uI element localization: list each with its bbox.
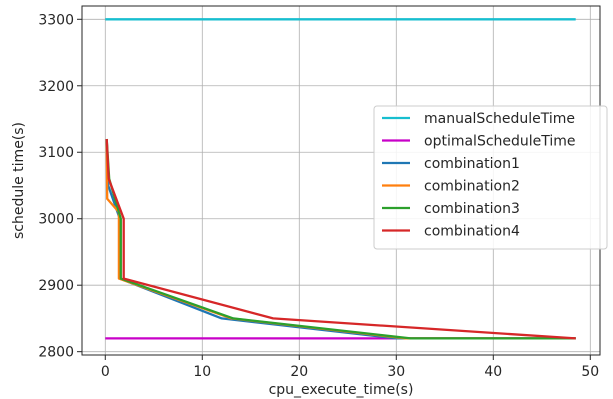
- y-tick-label: 2800: [38, 345, 74, 361]
- x-tick-label: 10: [193, 364, 211, 380]
- x-tick-label: 50: [581, 364, 599, 380]
- y-tick-label: 3300: [38, 12, 74, 28]
- legend-label: combination1: [424, 156, 520, 172]
- y-tick-label: 3000: [38, 212, 74, 228]
- y-tick-label: 3200: [38, 79, 74, 95]
- x-axis-label: cpu_execute_time(s): [269, 382, 414, 398]
- legend-label: manualScheduleTime: [424, 111, 575, 127]
- x-tick-label: 20: [290, 364, 308, 380]
- series-lines: [105, 18, 576, 340]
- y-axis-label: schedule time(s): [11, 122, 27, 239]
- x-axis: 0 10 20 30 40 50: [101, 355, 599, 380]
- y-tick-label: 3100: [38, 145, 74, 161]
- x-tick-label: 0: [101, 364, 110, 380]
- legend: manualScheduleTime optimalScheduleTime com…: [373, 105, 608, 250]
- legend-label: combination3: [424, 201, 520, 217]
- x-tick-label: 40: [484, 364, 502, 380]
- legend-label: optimalScheduleTime: [424, 134, 576, 150]
- legend-label: combination4: [424, 224, 520, 240]
- series-line-combination4: [105, 138, 576, 340]
- x-tick-label: 30: [387, 364, 405, 380]
- legend-frame: [373, 105, 608, 250]
- y-tick-label: 2900: [38, 278, 74, 294]
- y-axis: 2800 2900 3000 3100 3200 3300: [38, 12, 82, 361]
- legend-label: combination2: [424, 179, 520, 195]
